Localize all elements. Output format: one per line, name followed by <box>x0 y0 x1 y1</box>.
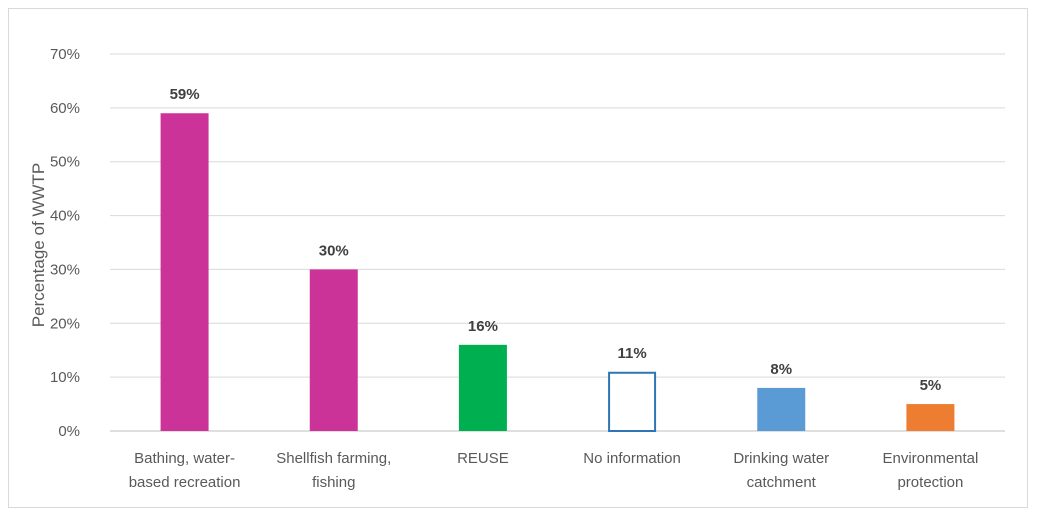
data-label: 8% <box>770 361 792 378</box>
y-tick-label: 60% <box>50 100 80 117</box>
category-label: Shellfish farming, fishing <box>276 450 391 491</box>
category-label: Environmental protection <box>882 450 978 491</box>
category-label-line: Environmental <box>882 450 978 467</box>
bars <box>160 113 955 432</box>
category-label-line: REUSE <box>457 450 509 467</box>
bar <box>608 371 657 432</box>
bar <box>757 387 806 431</box>
bar <box>906 404 955 431</box>
y-tick-label: 40% <box>50 208 80 225</box>
bar <box>458 344 507 431</box>
category-label-line: Drinking water <box>733 450 829 467</box>
category-label: Bathing, water-based recreation <box>129 450 241 491</box>
y-tick-label: 30% <box>50 261 80 278</box>
category-label: No information <box>583 450 681 467</box>
data-label: 30% <box>319 242 349 259</box>
category-label-line: based recreation <box>129 474 241 491</box>
data-label: 16% <box>468 318 498 335</box>
x-axis-categories: Bathing, water-based recreation Shellfish… <box>129 450 979 491</box>
category-label-line: catchment <box>747 474 817 491</box>
y-tick-label: 0% <box>58 423 80 440</box>
y-tick-label: 10% <box>50 369 80 386</box>
data-label: 59% <box>170 86 200 103</box>
y-tick-label: 50% <box>50 154 80 171</box>
data-label: 11% <box>617 345 646 362</box>
category-label: Drinking water catchment <box>733 450 829 491</box>
category-label: REUSE <box>457 450 509 467</box>
data-labels: 59% 30% 16% 11% 8% 5% <box>170 86 942 394</box>
y-tick-label: 70% <box>50 46 80 63</box>
y-tick-label: 20% <box>50 315 80 332</box>
bar <box>309 269 358 431</box>
gridlines <box>110 53 1005 432</box>
y-axis-ticks: 0% 10% 20% 30% 40% 50% 60% 70% <box>50 46 80 440</box>
category-label-line: protection <box>897 474 963 491</box>
data-label: 5% <box>920 377 942 394</box>
y-axis-title: Percentage of WWTP <box>29 163 48 327</box>
bar <box>160 113 209 431</box>
category-label-line: fishing <box>312 474 355 491</box>
category-label-line: Bathing, water- <box>134 450 235 467</box>
category-label-line: No information <box>583 450 681 467</box>
category-label-line: Shellfish farming, <box>276 450 391 467</box>
